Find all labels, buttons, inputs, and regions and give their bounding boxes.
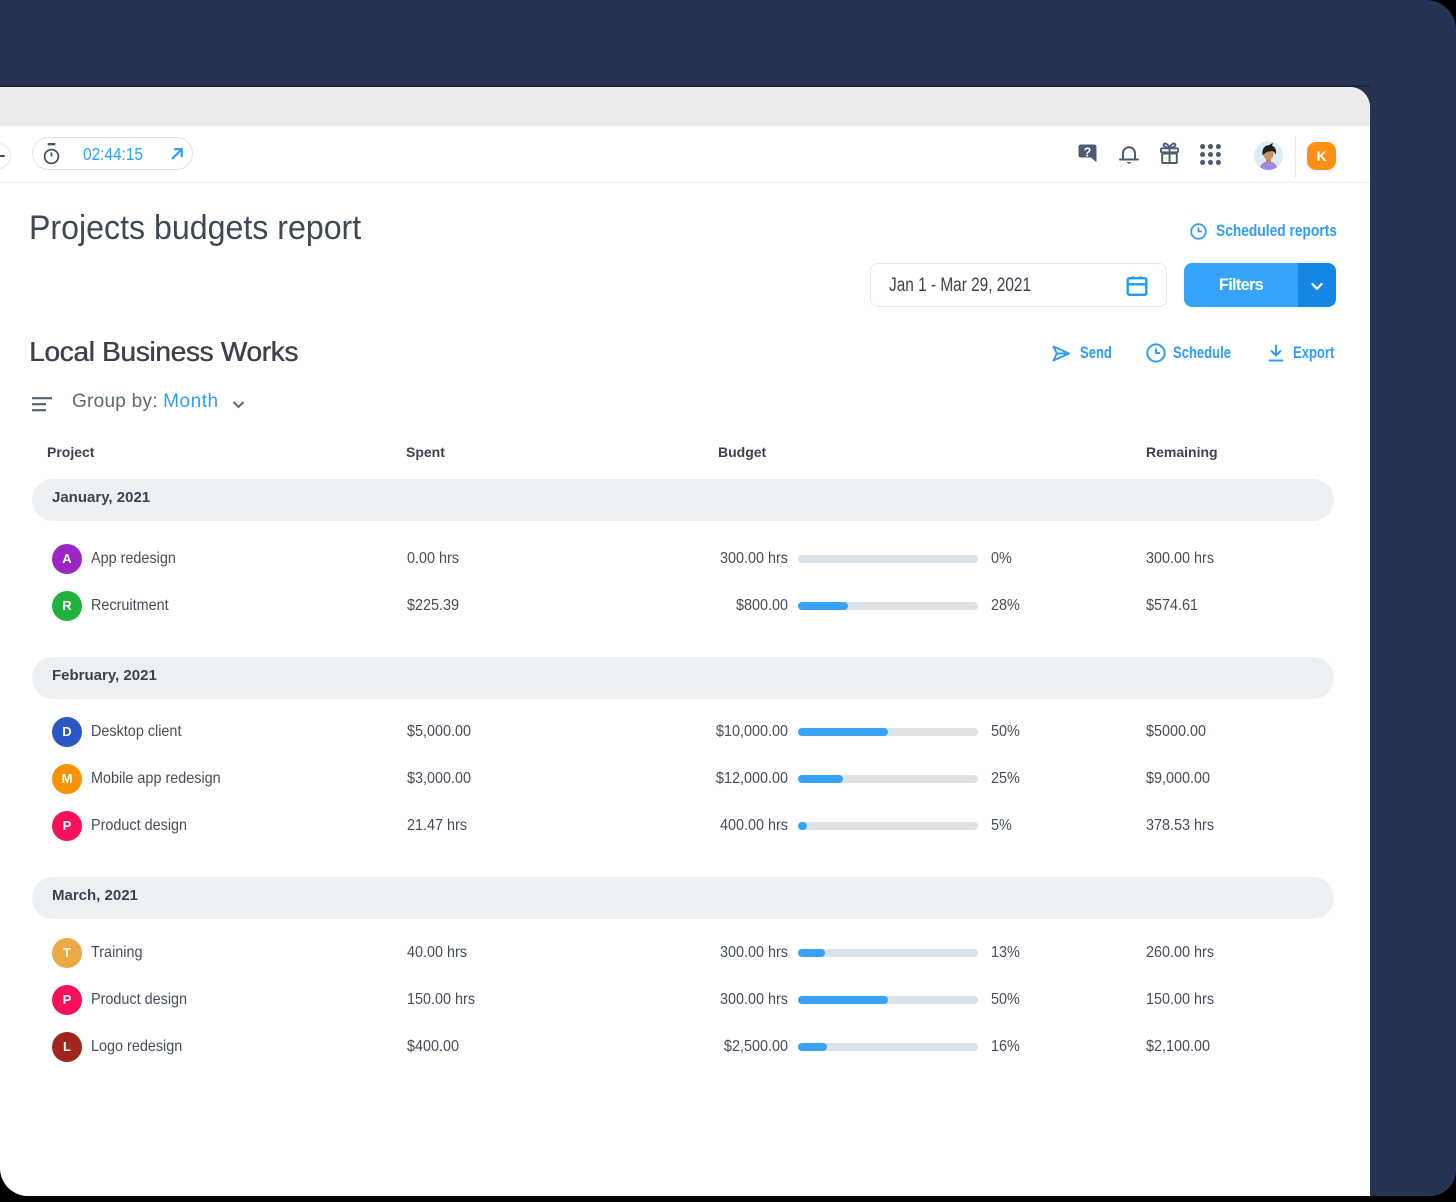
svg-text:?: ? [1084,146,1092,160]
